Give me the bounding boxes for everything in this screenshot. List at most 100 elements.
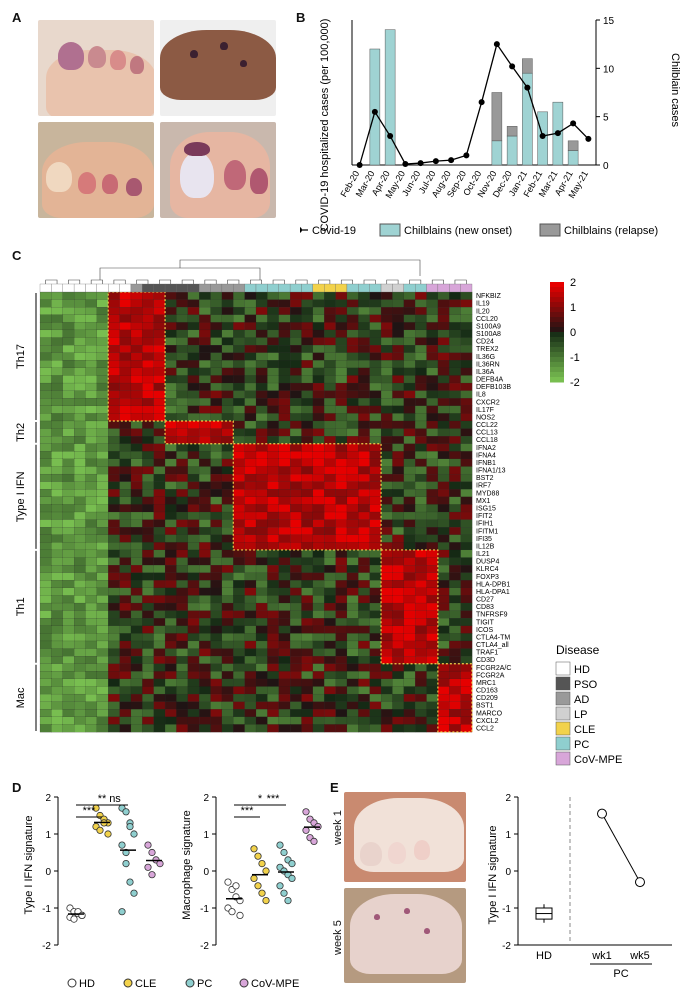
heatmap-cell	[460, 291, 473, 300]
heatmap-cell	[301, 565, 314, 573]
heatmap-cell	[415, 610, 427, 619]
heatmap-cell	[437, 337, 450, 346]
heatmap-cell	[255, 322, 268, 331]
heatmap-cell	[278, 299, 291, 308]
heatmap-cell	[369, 299, 382, 308]
heatmap-cell	[210, 436, 223, 444]
color-scale-step	[550, 337, 564, 343]
heatmap-cell	[85, 549, 98, 558]
heatmap-cell	[392, 519, 405, 528]
heatmap-cell	[358, 648, 370, 657]
heatmap-cell	[301, 307, 314, 316]
heatmap-cell	[187, 428, 200, 437]
heatmap-cell	[210, 443, 223, 452]
heatmap-cell	[335, 549, 348, 558]
heatmap-cell	[301, 716, 314, 725]
heatmap-cell	[324, 299, 336, 308]
heatmap-cell	[335, 671, 348, 680]
panel-label-a: A	[12, 10, 22, 25]
heatmap-cell	[278, 307, 291, 316]
y2-axis-label: Chilblain cases	[669, 53, 680, 127]
heatmap-cell	[426, 390, 439, 399]
data-point	[280, 848, 288, 857]
legend-label: PC	[197, 978, 212, 990]
data-point	[122, 860, 130, 868]
heatmap-cell	[210, 716, 223, 725]
covid-point	[493, 41, 500, 48]
dendrogram-branch	[386, 279, 399, 286]
heatmap-cell	[290, 307, 302, 316]
heatmap-cell	[233, 405, 245, 414]
heatmap-cell	[74, 656, 86, 664]
heatmap-cell	[415, 565, 427, 573]
heatmap-cell	[278, 580, 291, 589]
heatmap-cell	[335, 382, 348, 391]
sample-annotation-cell	[130, 283, 143, 293]
heatmap-cell	[96, 625, 109, 634]
heatmap-cell	[85, 686, 98, 695]
heatmap-cell	[187, 314, 200, 323]
heatmap-cell	[449, 557, 461, 566]
heatmap-cell	[380, 420, 393, 429]
color-scale-step	[550, 352, 564, 358]
heatmap-cell	[85, 580, 98, 589]
heatmap-cell	[324, 405, 336, 414]
heatmap-cell	[244, 618, 257, 627]
legend-relapse-label: Chilblains (relapse)	[564, 225, 658, 237]
heatmap-cell	[335, 360, 348, 369]
y-tick-label: -1	[502, 904, 511, 915]
heatmap-cell	[244, 299, 257, 308]
heatmap-cell	[108, 724, 120, 733]
heatmap-cell	[278, 549, 291, 558]
heatmap-cell	[437, 618, 450, 627]
heatmap-cell	[278, 473, 291, 482]
heatmap-cell	[39, 625, 52, 634]
heatmap-cell	[233, 602, 245, 611]
heatmap-cell	[335, 640, 348, 649]
heatmap-cell	[199, 367, 211, 376]
heatmap-cell	[39, 504, 52, 513]
heatmap-cell	[62, 405, 75, 414]
heatmap-cell	[199, 549, 211, 558]
heatmap-cell	[153, 511, 166, 520]
heatmap-cell	[108, 504, 120, 513]
heatmap-cell	[108, 413, 120, 422]
heatmap-cell	[244, 625, 257, 634]
heatmap-cell	[449, 511, 461, 520]
heatmap-cell	[74, 352, 86, 361]
heatmap-cell	[96, 489, 109, 498]
sample-annotation-cell	[403, 283, 416, 293]
heatmap-cell	[312, 360, 325, 369]
heatmap-cell	[324, 580, 336, 589]
heatmap-cell	[346, 307, 359, 316]
heatmap-cell	[210, 693, 223, 702]
heatmap-cell	[199, 709, 211, 718]
heatmap-cell	[312, 352, 325, 361]
heatmap-cell	[108, 709, 120, 718]
heatmap-cell	[380, 329, 393, 338]
heatmap-cell	[108, 451, 120, 460]
heatmap-cell	[74, 678, 86, 687]
heatmap-cell	[164, 565, 177, 573]
heatmap-cell	[187, 360, 200, 369]
heatmap-cell	[199, 693, 211, 702]
data-point	[302, 826, 310, 834]
gene-label: FOXP3	[476, 574, 499, 581]
gene-label: CXCL2	[476, 718, 499, 725]
heatmap-cell	[358, 656, 370, 664]
heatmap-cell	[290, 458, 302, 467]
heatmap-cell	[392, 549, 405, 558]
heatmap-cell	[39, 534, 52, 543]
heatmap-cell	[324, 656, 336, 664]
heatmap-cell	[426, 436, 439, 444]
sample-annotation-cell	[153, 283, 166, 293]
heatmap-cell	[221, 565, 234, 573]
heatmap-cell	[403, 443, 416, 452]
heatmap-cell	[267, 693, 280, 702]
heatmap-cell	[176, 299, 189, 308]
heatmap-cell	[267, 519, 280, 528]
heatmap-cell	[460, 360, 473, 369]
heatmap-cell	[221, 329, 234, 338]
heatmap-cell	[153, 648, 166, 657]
heatmap-cell	[244, 602, 257, 611]
